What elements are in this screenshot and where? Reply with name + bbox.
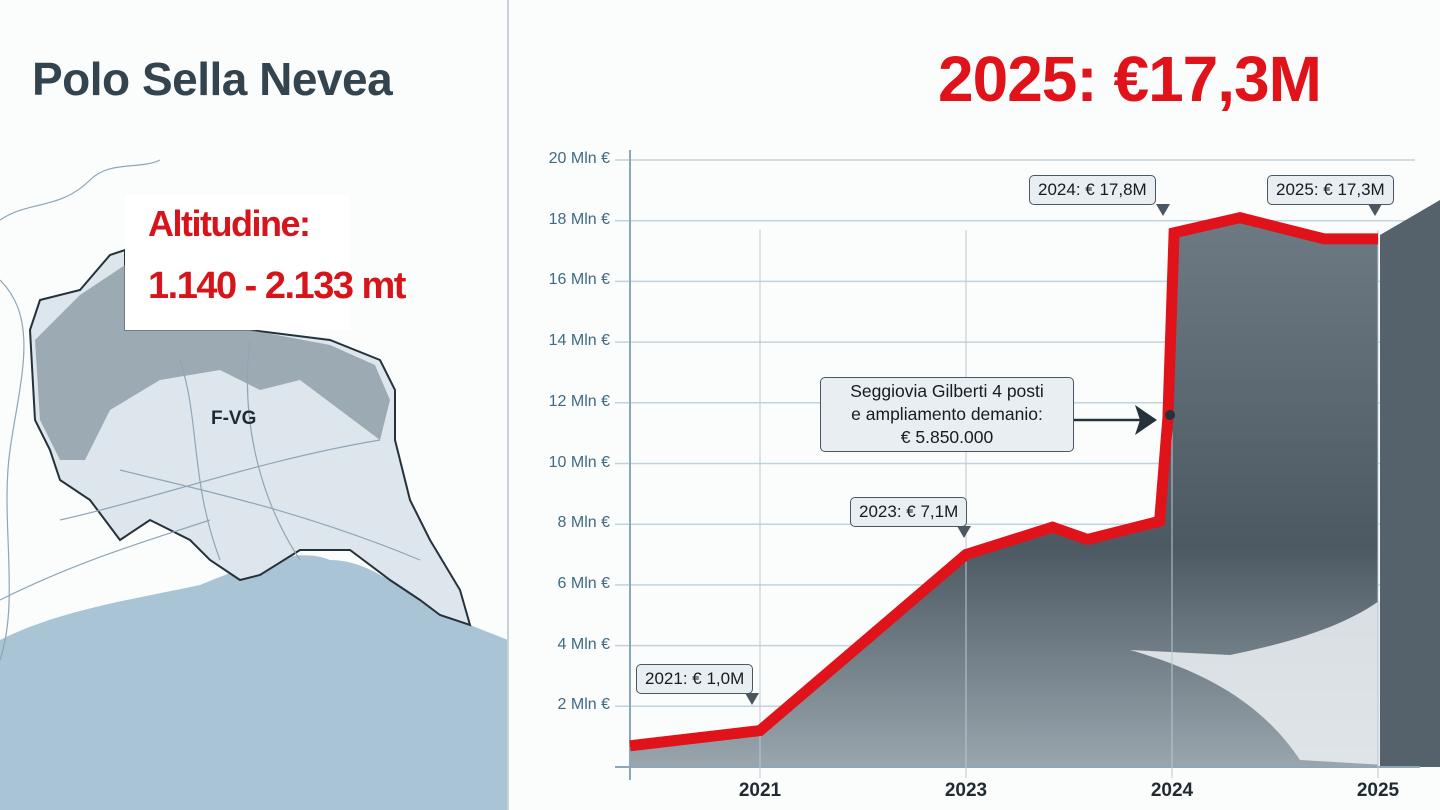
note-marker [1165,410,1175,420]
y-tick-label: 16 Mln € [548,271,610,289]
callout-2024: 2024: € 17,8M [1029,175,1170,216]
mountain-photo-area [630,217,1378,767]
y-tick-label: 14 Mln € [548,332,610,350]
y-tick-label: 10 Mln € [548,453,610,471]
callout-text: 2024: € 17,8M [1038,180,1147,199]
callout-pointer [957,526,971,538]
callout-2023: 2023: € 7,1M [850,497,971,538]
altitude-label: Altitudine: [148,203,311,244]
x-tick-label: 2024 [1150,780,1194,801]
callout-pointer [745,693,759,705]
callout-pointer [1368,204,1382,216]
callout-text: 2021: € 1,0M [645,669,745,688]
mountain-right-edge [1380,200,1440,767]
mountain-relief [35,265,390,460]
panel-divider [507,0,509,810]
y-tick-label: 2 Mln € [557,696,610,714]
note-line: e ampliamento demanio: [851,404,1043,424]
x-tick-label: 2023 [944,780,988,801]
note-line: € 5.850.000 [900,427,994,447]
data-point [1377,238,1379,240]
y-tick-label: 8 Mln € [557,514,610,532]
callout-text: 2023: € 7,1M [859,502,959,521]
note-line: Seggiovia Gilberti 4 posti [850,381,1044,401]
x-tick-label: 2021 [738,780,782,801]
callout-2021: 2021: € 1,0M [636,664,759,705]
callout-pointer [1156,204,1170,216]
x-tick-label: 2025 [1356,780,1400,801]
region-map [0,159,508,810]
headline: 2025: €17,3M [938,43,1322,115]
map-title: Polo Sella Nevea [32,53,393,105]
y-tick-label: 6 Mln € [557,574,610,592]
data-point [1087,538,1089,540]
altitude-box: Altitudine: 1.140 - 2.133 mt [125,195,406,330]
y-tick-label: 4 Mln € [557,635,610,653]
y-tick-label: 18 Mln € [548,210,610,228]
data-point [1239,217,1241,219]
data-point [759,730,761,732]
data-point [1052,526,1054,528]
data-point [1173,232,1175,234]
callout-seggiovia: Seggiovia Gilberti 4 posti e ampliamento… [820,377,1074,452]
y-tick-label: 12 Mln € [548,392,610,410]
roads [0,159,421,661]
data-point [629,745,631,747]
callout-text: 2025: € 17,3M [1276,180,1385,199]
sea [0,555,508,810]
data-point [1159,520,1161,522]
callout-2025: 2025: € 17,3M [1267,175,1394,216]
data-point [1323,238,1325,240]
data-point [965,554,967,556]
altitude-value: 1.140 - 2.133 mt [148,265,406,307]
y-tick-label: 20 Mln € [548,150,610,167]
snow-patch [1130,560,1420,767]
region-label: F-VG [211,408,257,429]
note-arrowhead-icon [1135,405,1157,435]
